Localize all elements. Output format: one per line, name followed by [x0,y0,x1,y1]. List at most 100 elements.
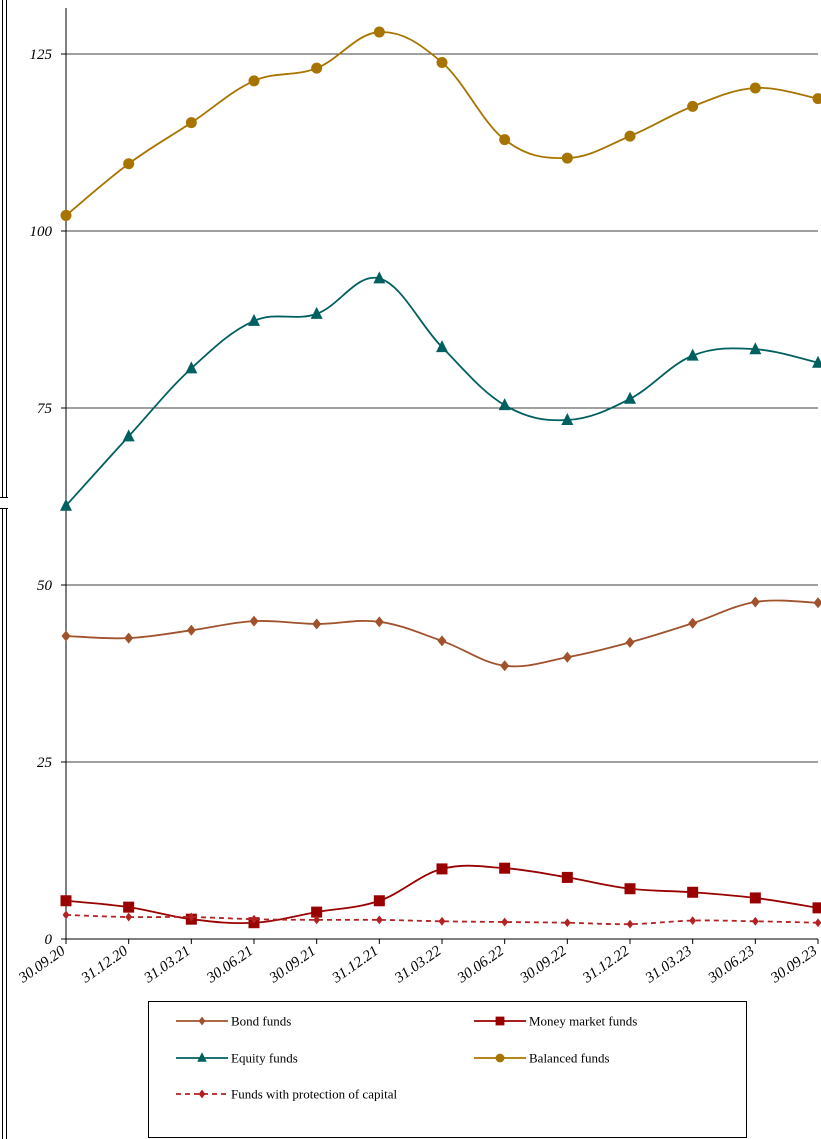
data-point [561,871,573,883]
data-point [248,75,260,87]
data-point [500,660,510,672]
y-tick-label: 0 [45,932,53,948]
page-frame [0,0,8,1139]
x-tick-label: 30.09.22 [517,943,570,987]
series-line [65,276,819,507]
x-tick-label: 30.06.23 [705,943,758,987]
data-point [186,624,196,636]
legend-marker [198,1016,206,1026]
x-tick-label: 30.09.20 [15,943,68,987]
legend-item: Equity funds [176,1051,298,1066]
legend-label: Equity funds [231,1051,298,1066]
legend: Bond funds Money market funds Equity funds… [148,1001,747,1138]
data-point [437,635,447,647]
data-point [687,100,699,112]
legend-item: Money market funds [474,1014,637,1029]
data-point [373,271,386,284]
data-point [374,616,384,628]
legend-box [148,1001,747,1138]
legend-label: Money market funds [529,1014,637,1029]
legend-label: Funds with protection of capital [231,1087,397,1102]
y-tick-label: 125 [30,47,53,63]
x-tick-label: 31.03.22 [391,943,444,987]
data-point [312,618,322,630]
series-line [65,599,819,668]
data-point [123,158,135,170]
data-point [625,636,635,648]
data-point [750,596,760,608]
data-point [436,340,448,353]
data-point [689,916,697,925]
data-point [125,912,133,922]
data-point [499,862,511,874]
data-point [813,597,821,609]
data-point [60,498,72,511]
data-point [310,306,323,319]
data-point [751,916,759,926]
x-tick-label: 30.06.21 [203,943,256,987]
data-point [812,355,821,368]
data-point [436,863,448,875]
data-point [812,902,821,914]
data-point [812,93,821,105]
data-point [814,918,821,928]
x-tick-label: 30.09.21 [266,943,319,987]
data-point [624,883,636,895]
data-point [749,892,761,904]
series-money-market-funds [60,862,821,929]
data-point [62,910,70,920]
data-point [438,916,446,926]
data-point [187,912,195,922]
gridlines [66,53,818,763]
data-point [686,348,699,361]
legend-marker [197,1052,207,1062]
data-point [122,429,135,442]
data-point [123,901,135,913]
x-tick-label: 31.12.22 [579,943,632,987]
legend-item: Bond funds [176,1014,291,1029]
x-tick-label: 31.12.21 [329,943,382,987]
data-point [624,391,636,404]
x-tick-label: 31.03.23 [642,943,695,987]
series-funds-with-protection-of-capital [62,910,821,929]
data-point [373,895,385,907]
data-point [311,906,323,918]
data-point [249,615,259,627]
legend-marker [495,1016,505,1026]
legend-marker [495,1053,505,1063]
series-bond-funds [61,596,821,672]
x-tick-label: 30.06.22 [454,943,507,987]
y-tick-label: 25 [37,755,53,771]
y-tick-label: 75 [37,401,53,417]
data-point [624,130,636,142]
data-point [626,919,634,929]
data-point [749,82,761,94]
data-point [373,26,385,38]
data-point [248,313,260,326]
data-point [499,134,511,146]
legend-label: Bond funds [231,1014,291,1029]
y-tick-label: 50 [37,578,53,594]
data-point [561,413,574,426]
y-tick-label: 100 [30,224,53,240]
data-point [124,632,134,644]
legend-item: Balanced funds [474,1051,610,1066]
data-point [498,398,511,411]
x-tick-label: 31.03.21 [141,943,194,987]
series [60,26,821,929]
data-point [61,630,71,642]
legend-item: Funds with protection of capital [176,1087,397,1102]
x-tick-label: 30.09.23 [767,943,820,987]
data-point [60,209,72,221]
series-equity-funds [60,271,821,511]
series-balanced-funds [60,26,821,221]
data-point [436,56,448,68]
data-point [688,617,698,629]
data-point [561,152,573,164]
data-point [501,917,509,927]
data-point [375,915,383,925]
data-point [749,342,762,355]
data-point [185,361,198,374]
data-point [250,914,258,924]
